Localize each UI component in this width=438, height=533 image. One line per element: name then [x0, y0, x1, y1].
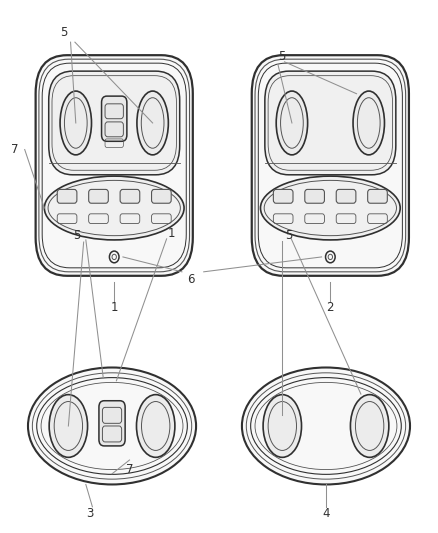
FancyBboxPatch shape	[99, 401, 125, 446]
Text: 6: 6	[187, 273, 194, 286]
Ellipse shape	[137, 394, 175, 457]
FancyBboxPatch shape	[367, 189, 387, 203]
FancyBboxPatch shape	[57, 189, 77, 203]
Ellipse shape	[28, 368, 196, 484]
Ellipse shape	[353, 91, 385, 155]
FancyBboxPatch shape	[49, 71, 180, 175]
FancyBboxPatch shape	[35, 55, 193, 276]
Text: 1: 1	[167, 227, 175, 240]
FancyBboxPatch shape	[336, 189, 356, 203]
Ellipse shape	[242, 368, 410, 484]
Text: 2: 2	[327, 301, 334, 314]
FancyBboxPatch shape	[152, 189, 171, 203]
FancyBboxPatch shape	[305, 189, 325, 203]
Text: 7: 7	[126, 463, 133, 476]
Ellipse shape	[60, 91, 92, 155]
FancyBboxPatch shape	[102, 96, 127, 141]
Ellipse shape	[137, 91, 168, 155]
Ellipse shape	[350, 394, 389, 457]
Ellipse shape	[261, 176, 400, 240]
Ellipse shape	[276, 91, 307, 155]
FancyBboxPatch shape	[252, 55, 409, 276]
Text: 5: 5	[60, 26, 68, 39]
Text: 5: 5	[74, 229, 81, 242]
FancyBboxPatch shape	[88, 189, 108, 203]
Text: 4: 4	[322, 507, 330, 520]
FancyBboxPatch shape	[273, 189, 293, 203]
Ellipse shape	[49, 394, 88, 457]
Text: 7: 7	[11, 143, 19, 156]
Text: 3: 3	[87, 507, 94, 520]
Ellipse shape	[44, 176, 184, 240]
Ellipse shape	[263, 394, 301, 457]
FancyBboxPatch shape	[120, 189, 140, 203]
FancyBboxPatch shape	[265, 71, 396, 175]
Text: 1: 1	[110, 301, 118, 314]
Text: 5: 5	[279, 50, 286, 63]
Text: 5: 5	[285, 229, 293, 242]
